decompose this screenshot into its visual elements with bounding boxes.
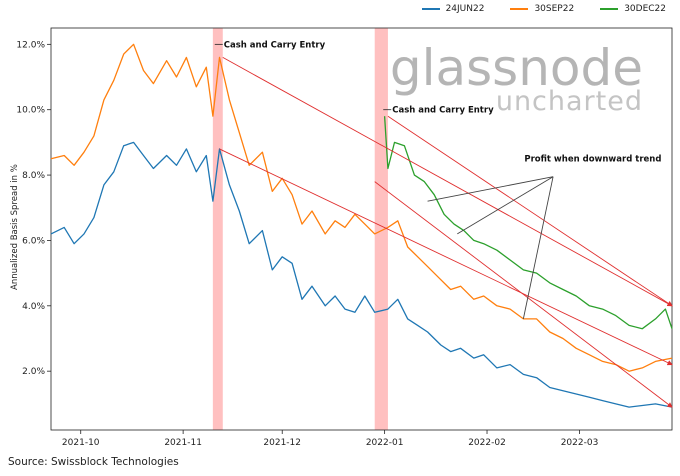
watermark-word: uncharted [496, 86, 643, 117]
x-tick-label: 2021-11 [164, 438, 202, 448]
legend-swatch [510, 8, 529, 10]
y-tick-label: 12.0% [16, 40, 45, 50]
series-line-30dec22 [383, 116, 673, 330]
trend-arrow [222, 57, 673, 307]
y-axis-label: Annualized Basis Spread in % [10, 164, 20, 290]
x-tick-label: 2022-03 [561, 438, 599, 448]
y-tick-label: 6.0% [22, 236, 45, 246]
legend-swatch [600, 8, 619, 10]
annotation-label: Cash and Carry Entry [224, 40, 326, 50]
callout-line [457, 176, 554, 235]
axes: 2.0% 4.0% 6.0% 8.0% 10.0% 12.0% 2021-10 2021-11… [16, 27, 673, 448]
series-lines [50, 43, 673, 408]
series-line-30sep22 [50, 43, 673, 372]
legend-label: 30DEC22 [624, 4, 666, 14]
entry-highlight-bands [212, 28, 388, 430]
callout-line [522, 176, 554, 319]
y-tick-label: 4.0% [22, 302, 45, 312]
source-note: Source: Swissblock Technologies [8, 456, 179, 468]
x-tick-label: 2021-10 [62, 438, 100, 448]
legend: 24JUN22 30SEP22 30DEC22 [421, 4, 666, 14]
trend-arrow [219, 148, 673, 366]
series-line-24jun22 [50, 141, 673, 408]
trend-arrow [374, 181, 673, 408]
x-tick-label: 2021-12 [263, 438, 301, 448]
annotation-label: Cash and Carry Entry [392, 106, 494, 116]
legend-label: 30SEP22 [534, 4, 575, 14]
legend-item-30sep22: 30SEP22 [510, 4, 574, 14]
annotations: Cash and Carry Entry Cash and Carry Entry… [214, 40, 661, 319]
callout-line [427, 176, 554, 202]
x-tick-label: 2022-01 [366, 438, 404, 448]
entry-highlight-band [212, 28, 223, 430]
y-tick-label: 2.0% [22, 367, 45, 377]
annotation-label: Profit when downward trend [524, 155, 661, 165]
legend-swatch [421, 8, 440, 10]
trend-arrow [387, 115, 673, 307]
y-tick-label: 8.0% [22, 171, 45, 181]
y-tick-label: 10.0% [16, 106, 45, 116]
watermark-word: glassnode [390, 39, 643, 97]
plot-frame [50, 27, 673, 431]
legend-item-30dec22: 30DEC22 [600, 4, 666, 14]
entry-highlight-band [374, 28, 388, 430]
trend-arrows [219, 57, 673, 408]
x-tick-label: 2022-02 [468, 438, 506, 448]
legend-item-24jun22: 24JUN22 [421, 4, 485, 14]
legend-label: 24JUN22 [445, 4, 485, 14]
